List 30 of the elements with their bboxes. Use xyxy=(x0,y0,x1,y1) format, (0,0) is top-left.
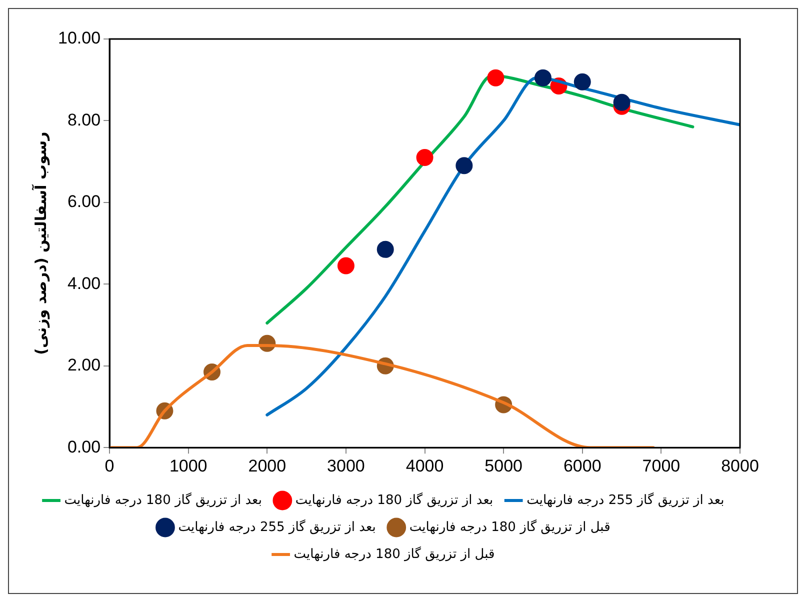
x-tick-label: 7000 xyxy=(642,456,680,476)
legend-label: قبل از تزریق گاز 180 درجه فارنهایت xyxy=(294,546,495,562)
y-tick-label: 0.00 xyxy=(67,437,101,456)
x-tick-label: 1000 xyxy=(169,456,208,476)
y-tick-label: 8.00 xyxy=(67,110,101,130)
point xyxy=(416,148,434,166)
x-tick-label: 8000 xyxy=(721,456,759,476)
point xyxy=(456,157,473,174)
point xyxy=(534,69,552,86)
point xyxy=(487,69,504,86)
legend-label: بعد از تزریق گاز 180 درجه فارنهایت xyxy=(295,492,494,508)
y-tick-label: 6.00 xyxy=(67,192,101,212)
y-tick-label: 4.00 xyxy=(67,274,101,293)
point xyxy=(337,257,354,274)
x-tick-label: 3000 xyxy=(327,456,365,476)
x-tick-label: 4000 xyxy=(406,456,444,476)
x-tick-label: 2000 xyxy=(248,456,286,476)
x-tick-label: 6000 xyxy=(563,456,602,476)
legend-label: قبل از تزریق گاز 180 درجه فارنهایت xyxy=(409,518,610,535)
y-tick-label: 2.00 xyxy=(67,356,101,375)
y-axis-title: رسوب آسفالتین (درصد وزنی) xyxy=(30,132,50,355)
point xyxy=(613,94,630,111)
legend-label: بعد از تزریق گاز 180 درجه فارنهایت xyxy=(64,492,262,508)
y-tick-label: 10.00 xyxy=(58,28,101,48)
point xyxy=(376,240,394,258)
point xyxy=(574,73,591,90)
x-tick-label: 0 xyxy=(104,456,114,476)
x-tick-label: 5000 xyxy=(484,456,522,476)
legend-label: بعد از تزریق گاز 255 درجه فارنهایت xyxy=(526,492,724,508)
legend-label: بعد از تزریق گاز 255 درجه فارنهایت xyxy=(178,518,376,535)
